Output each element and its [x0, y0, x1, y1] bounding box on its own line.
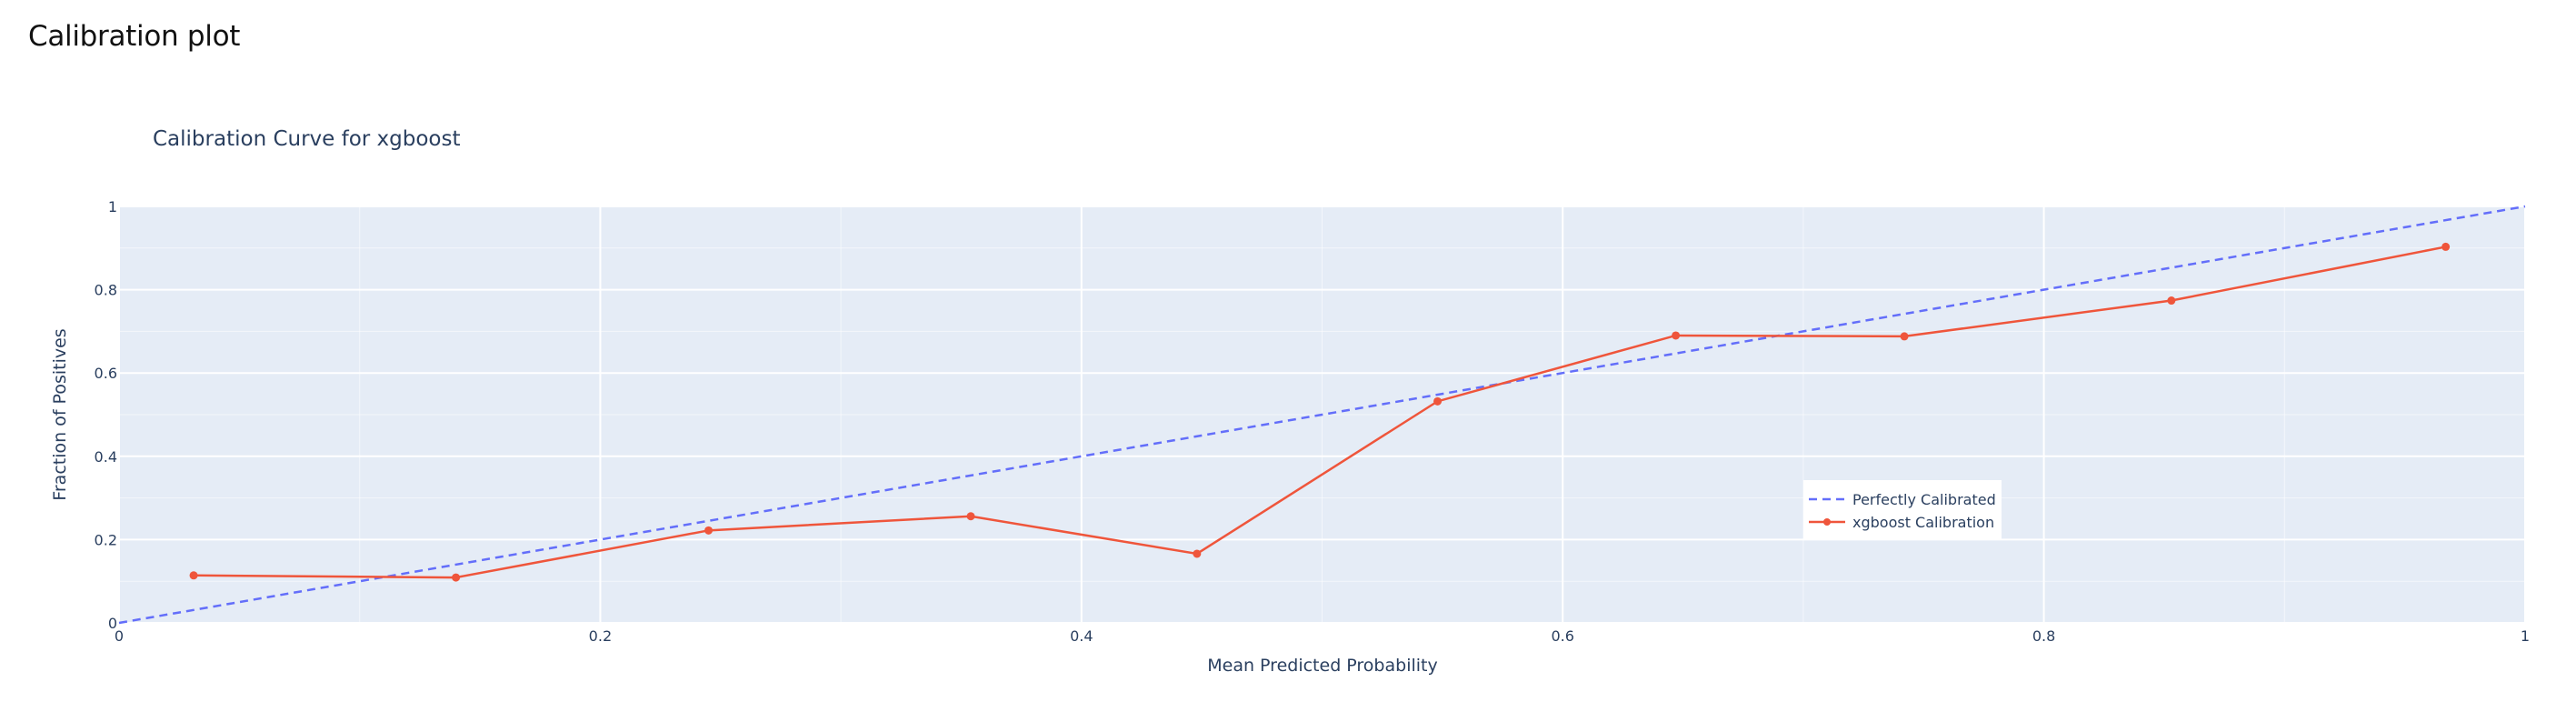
x-axis-title: Mean Predicted Probability [1207, 656, 1437, 676]
x-tick-label: 1 [2521, 627, 2530, 645]
legend[interactable]: Perfectly Calibrated xgboost Calibration [1803, 480, 2002, 540]
legend-label-perfectly-calibrated[interactable]: Perfectly Calibrated [1852, 491, 1996, 508]
y-tick-label: 0.2 [95, 531, 117, 548]
data-point[interactable] [704, 526, 714, 535]
y-tick-label: 0.4 [95, 448, 117, 466]
data-point[interactable] [2167, 296, 2176, 306]
x-tick-label: 0 [115, 627, 124, 645]
data-point[interactable] [1433, 396, 1443, 406]
data-point[interactable] [1672, 331, 1681, 340]
legend-box [1803, 480, 2002, 540]
data-point[interactable] [1900, 332, 1909, 341]
data-point[interactable] [452, 573, 461, 582]
y-tick-label: 0.8 [95, 282, 117, 299]
y-axis-title: Fraction of Positives [50, 328, 70, 500]
series-line-0 [118, 205, 2526, 625]
y-tick-label: 0 [108, 615, 117, 632]
y-tick-label: 0.6 [95, 365, 117, 382]
x-tick-label: 0.8 [2032, 627, 2055, 645]
chart-title: Calibration Curve for xgboost [153, 127, 461, 151]
x-tick-label: 0.4 [1070, 627, 1093, 645]
data-point[interactable] [1193, 549, 1202, 558]
data-point[interactable] [2441, 242, 2451, 251]
x-tick-label: 0.2 [589, 627, 612, 645]
x-tick-label: 0.6 [1551, 627, 1573, 645]
tick-labels: 0 0.2 0.4 0.6 0.8 1 0 0.2 0.4 0.6 0.8 1 [95, 198, 2531, 645]
series-line-1 [194, 246, 2446, 579]
legend-marker-xgboost-calibration [1823, 518, 1831, 526]
data-point[interactable] [966, 512, 975, 521]
page-heading: Calibration plot [28, 20, 241, 53]
y-tick-label: 1 [108, 198, 117, 216]
series-layer [118, 205, 2526, 625]
data-point[interactable] [189, 571, 198, 580]
legend-label-xgboost-calibration[interactable]: xgboost Calibration [1852, 514, 1994, 531]
